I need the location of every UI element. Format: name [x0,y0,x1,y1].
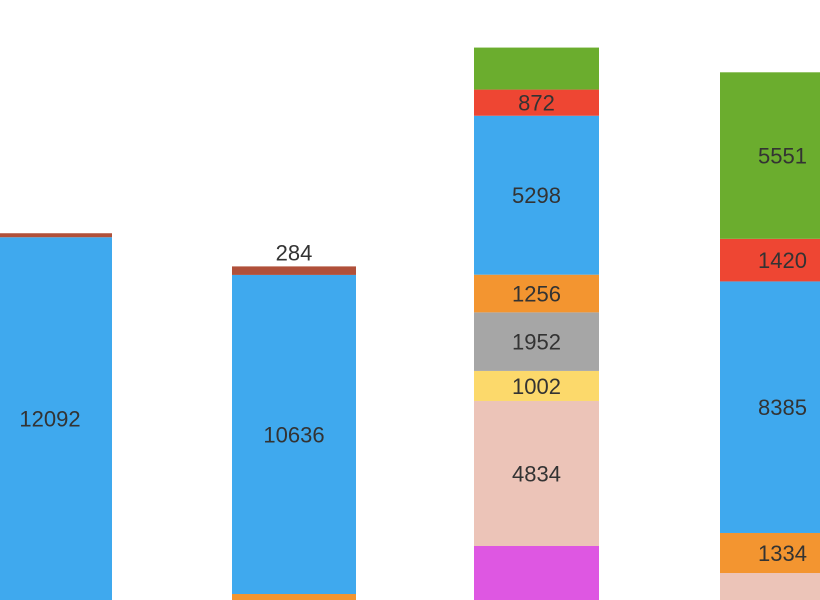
bar-segment [720,532,820,573]
bar-segment [720,72,820,239]
bar-segment-label: 10636 [263,422,324,447]
bar-segment-label: 4834 [512,461,561,486]
bar-column-4: 1334 8385 1420 5551 [720,72,820,600]
bar-segment-label: 1256 [512,282,561,307]
bar-segment-label: 872 [518,91,555,116]
bar-top-label: 284 [276,240,313,265]
bar-segment [0,233,112,238]
bar-segment [474,115,599,275]
bar-segment [720,238,820,282]
bar-segment [474,312,599,371]
bar-segment-label: 1420 [758,248,807,273]
bar-segment-label: 1002 [512,374,561,399]
bar-segment [474,47,599,90]
bar-segment-label: 5298 [512,183,561,208]
bar-segment [720,573,820,600]
bar-segment-label: 5551 [758,144,807,169]
bar-segment-label: 1334 [758,541,807,566]
bar-segment-label: 12092 [19,407,80,432]
bar-column-2: 10636 284 [232,240,356,600]
bar-segment [474,274,599,313]
bar-segment-label: 8385 [758,395,807,420]
bar-segment [0,237,112,600]
bar-segment [232,594,356,600]
bar-segment-label: 1952 [512,330,561,355]
bar-segment [474,89,599,116]
bar-segment [474,400,599,546]
bar-segment [232,274,356,594]
bar-segment [474,546,599,600]
bar-column-1: 12092 [0,233,112,600]
bar-segment [474,370,599,401]
bar-column-3: 4834 1002 1952 1256 5298 872 [474,47,599,600]
bar-segment [720,281,820,533]
bar-segment [232,266,356,275]
